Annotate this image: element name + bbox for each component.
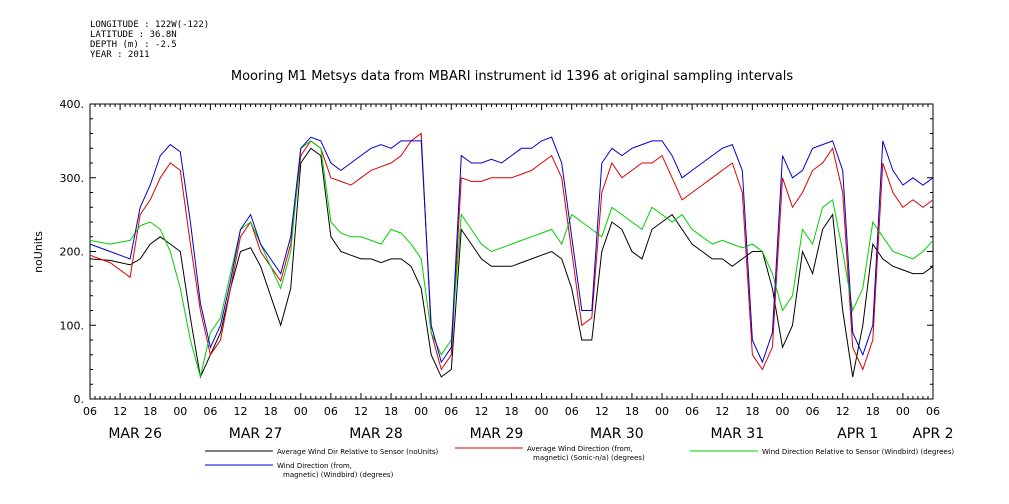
x-hour-label: 06 bbox=[926, 405, 940, 418]
x-hour-label: 00 bbox=[896, 405, 910, 418]
x-hour-label: 00 bbox=[655, 405, 669, 418]
x-hour-label: 06 bbox=[806, 405, 820, 418]
x-hour-label: 06 bbox=[83, 405, 97, 418]
metadata-block: LONGITUDE : 122W(-122) LATITUDE : 36.8N … bbox=[90, 20, 209, 60]
x-hour-label: 12 bbox=[234, 405, 248, 418]
series-line-2 bbox=[89, 140, 934, 378]
x-day-label: MAR 30 bbox=[590, 426, 644, 442]
x-hour-label: 18 bbox=[143, 405, 157, 418]
x-hour-label: 00 bbox=[775, 405, 789, 418]
x-day-label: APR 1 bbox=[837, 426, 878, 442]
x-day-label: MAR 28 bbox=[349, 426, 403, 442]
year-text: YEAR : 2011 bbox=[90, 50, 150, 60]
y-tick-label: 100. bbox=[60, 319, 85, 332]
series-line-1 bbox=[89, 132, 934, 371]
x-hour-label: 18 bbox=[384, 405, 398, 418]
x-day-label: MAR 29 bbox=[470, 426, 524, 442]
chart-title: Mooring M1 Metsys data from MBARI instru… bbox=[231, 69, 793, 84]
legend-label: Average Wind Dir Relative to Sensor (noU… bbox=[277, 448, 438, 456]
series-line-0 bbox=[89, 147, 934, 379]
x-hour-label: 18 bbox=[625, 405, 639, 418]
longitude-text: LONGITUDE : 122W(-122) bbox=[90, 20, 210, 30]
x-hour-label: 18 bbox=[745, 405, 759, 418]
x-hour-label: 00 bbox=[535, 405, 549, 418]
latitude-text: LATITUDE : 36.8N bbox=[90, 30, 177, 40]
x-hour-label: 06 bbox=[324, 405, 338, 418]
x-hour-label: 06 bbox=[565, 405, 579, 418]
plot-frame bbox=[89, 103, 934, 400]
y-axis-label: noUnits bbox=[32, 231, 45, 273]
x-hour-label: 12 bbox=[474, 405, 488, 418]
x-hour-label: 18 bbox=[505, 405, 519, 418]
x-day-label: MAR 26 bbox=[108, 426, 162, 442]
y-tick-label: 400. bbox=[60, 98, 85, 111]
x-hour-label: 06 bbox=[444, 405, 458, 418]
x-day-label: MAR 27 bbox=[229, 426, 283, 442]
legend-label: Wind Direction (from, bbox=[277, 462, 352, 470]
x-hour-label: 12 bbox=[113, 405, 127, 418]
x-hour-label: 12 bbox=[595, 405, 609, 418]
depth-text: DEPTH (m) : -2.5 bbox=[90, 40, 177, 50]
x-day-label: MAR 31 bbox=[710, 426, 764, 442]
y-tick-label: 0. bbox=[74, 393, 85, 406]
y-tick-label: 200. bbox=[60, 246, 85, 259]
x-hour-label: 18 bbox=[866, 405, 880, 418]
legend-label: Wind Direction Relative to Sensor (Windb… bbox=[762, 448, 954, 456]
y-tick-label: 300. bbox=[60, 172, 85, 185]
x-day-label: APR 2 bbox=[912, 426, 953, 442]
x-hour-label: 00 bbox=[414, 405, 428, 418]
x-hour-label: 06 bbox=[685, 405, 699, 418]
series-layer bbox=[89, 132, 934, 379]
legend-label-line2: magnetic) (Windbird) (degrees) bbox=[283, 471, 394, 479]
legend-label-line2: magnetic) (Sonic-n/a) (degrees) bbox=[533, 454, 645, 462]
x-hour-label: 12 bbox=[715, 405, 729, 418]
legend: Average Wind Dir Relative to Sensor (noU… bbox=[205, 445, 954, 479]
x-hour-label: 12 bbox=[354, 405, 368, 418]
x-hour-label: 18 bbox=[264, 405, 278, 418]
x-hour-label: 00 bbox=[173, 405, 187, 418]
legend-label: Average Wind Direction (from, bbox=[527, 445, 633, 453]
series-line-3 bbox=[89, 136, 934, 364]
x-hour-label: 12 bbox=[836, 405, 850, 418]
x-hour-label: 00 bbox=[294, 405, 308, 418]
axes-group: 0. 100. 200. 300. 400. 06 12 18 00 06 12 18 00 06 12 18… bbox=[60, 98, 954, 442]
x-hour-label: 06 bbox=[203, 405, 217, 418]
